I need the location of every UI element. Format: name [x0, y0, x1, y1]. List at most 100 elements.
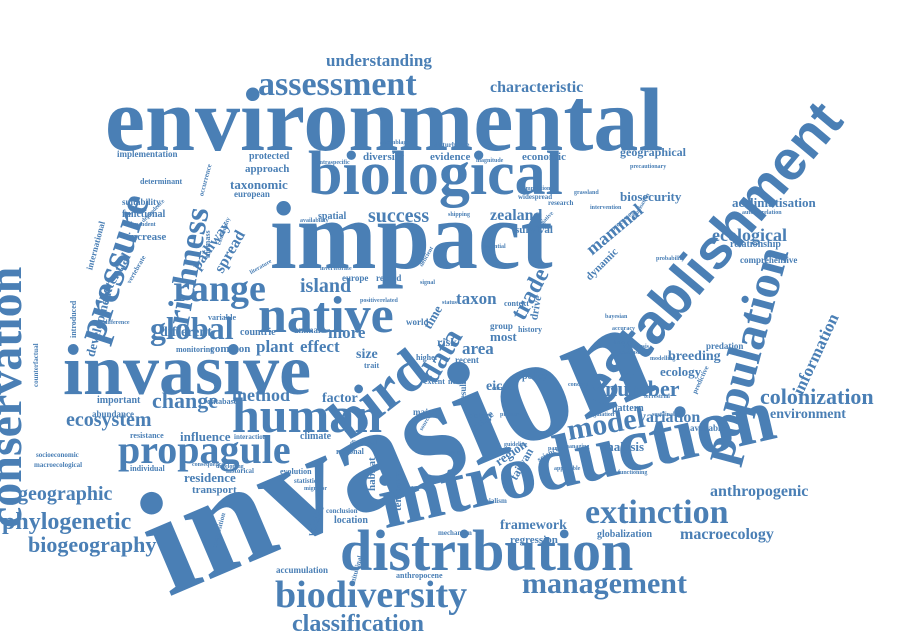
word-native: native: [258, 287, 394, 344]
word-distance: distance: [612, 340, 633, 346]
word-important: important: [97, 395, 141, 406]
word-pattern: pattern: [612, 403, 644, 414]
word-mechanism: mechanism: [438, 529, 472, 537]
word-variation: variation: [638, 409, 701, 426]
word-parasite: parasite: [548, 446, 569, 452]
word-influence: influence: [180, 429, 231, 444]
word-number: number: [605, 376, 680, 401]
word-most: most: [490, 329, 517, 344]
word-major: major: [413, 407, 437, 417]
word-habitat: habitat: [366, 457, 378, 491]
word-impact: impact: [270, 182, 553, 289]
word-taxonomic: taxonomic: [230, 177, 288, 192]
word-success: success: [368, 205, 430, 227]
word-abundance: abundance: [92, 409, 135, 419]
word-invasive: invasive: [63, 330, 312, 410]
word-probability: probability: [656, 256, 685, 262]
word-recent: recent: [455, 355, 479, 365]
word-shipping: shipping: [448, 212, 471, 218]
word-environmental: environmental: [105, 71, 664, 170]
word-managing: managing: [564, 444, 590, 450]
word-world: world: [406, 317, 429, 327]
word-framework: framework: [500, 518, 567, 533]
word-resistance: resistance: [130, 431, 164, 440]
word-residence: residence: [184, 470, 236, 485]
word-macroecological: macroecological: [34, 461, 83, 469]
word-essential: essential: [484, 244, 506, 250]
word-monitoring: monitoring: [176, 345, 215, 354]
word-classification: classification: [292, 611, 424, 635]
word-acclimatisation: acclimatisation: [732, 195, 816, 210]
word-zealand: zealand: [490, 207, 543, 224]
word-economic: economic: [522, 151, 566, 163]
word-risk: risk: [437, 335, 458, 349]
word-distribution: distribution: [340, 518, 634, 583]
word-biomass: biomass: [203, 230, 212, 258]
word-grassland: grassland: [574, 190, 599, 196]
word-primary: primary: [500, 412, 522, 418]
word-characteristic: characteristic: [490, 79, 584, 96]
word-magnitude: magnitude: [476, 158, 504, 164]
word-phylogenetic: phylogenetic: [2, 509, 132, 535]
word-determinant: determinant: [140, 177, 183, 186]
word-breeding: breeding: [668, 349, 721, 364]
word-factor: factor: [322, 391, 358, 406]
word-record: record: [376, 273, 402, 283]
word-size: size: [356, 347, 378, 362]
word-policy: policy: [522, 371, 548, 382]
word-intervention: intervention: [590, 205, 622, 211]
word-higher: higher: [416, 353, 439, 362]
word-positive: positive: [360, 298, 380, 304]
word-european: european: [234, 189, 270, 199]
word-signal: signal: [420, 280, 436, 286]
word-anthropogenic: anthropogenic: [710, 483, 809, 500]
word-protected: protected: [249, 151, 290, 162]
word-research: research: [548, 199, 574, 207]
word-temporal: temporal: [392, 468, 404, 511]
word-biology: biology: [468, 411, 493, 420]
word-approach: approach: [245, 163, 290, 175]
word-dispersal: dispersal: [350, 439, 377, 447]
word-range: range: [173, 268, 266, 310]
word-socioeconomic: socioeconomic: [36, 451, 79, 459]
word-regulation: regulation: [588, 412, 615, 418]
word-consequence: consequence: [192, 462, 224, 468]
word-different: different: [160, 325, 212, 340]
word-change: change: [152, 388, 218, 413]
word-biodiversity: biodiversity: [275, 574, 468, 616]
word-accuracy: accuracy: [612, 326, 635, 332]
word-intraspecific: intraspecific: [318, 160, 350, 166]
word-skewing: skewing: [440, 450, 461, 456]
word-globalization: globalization: [597, 529, 653, 540]
word-related: related: [380, 298, 398, 304]
word-understanding: understanding: [326, 51, 432, 70]
word-biological: biological: [308, 140, 563, 208]
word-competition: competition: [520, 186, 551, 192]
word-widespread: widespread: [518, 193, 553, 201]
word-denialism: denialism: [478, 497, 507, 505]
word-ecological: ecological: [712, 225, 787, 245]
word-interaction: interaction: [234, 433, 267, 441]
word-functional: functional: [122, 209, 166, 220]
word-independent: independent: [124, 222, 156, 228]
word-animal: animal: [294, 325, 321, 335]
word-common: common: [210, 343, 251, 355]
word-ecosystem: ecosystem: [66, 409, 152, 431]
word-geographic: geographic: [18, 483, 113, 505]
word-precautionary: precautionary: [630, 164, 667, 170]
word-individual: individual: [130, 464, 165, 473]
word-eicat: eicat: [486, 379, 514, 394]
word-availability: availability: [300, 218, 329, 224]
word-group: group: [490, 321, 513, 331]
word-predation: predation: [706, 341, 744, 351]
word-autocorrelation: autocorrelation: [742, 210, 782, 216]
word-regional: regional: [336, 447, 364, 456]
word-evidence: evidence: [430, 151, 471, 163]
word-novel: novel: [448, 377, 467, 386]
word-taxon: taxon: [456, 289, 497, 308]
word-location: location: [334, 515, 368, 526]
word-current: current: [492, 386, 512, 392]
word-macroecology: macroecology: [680, 526, 774, 543]
word-effect: effect: [300, 337, 340, 356]
